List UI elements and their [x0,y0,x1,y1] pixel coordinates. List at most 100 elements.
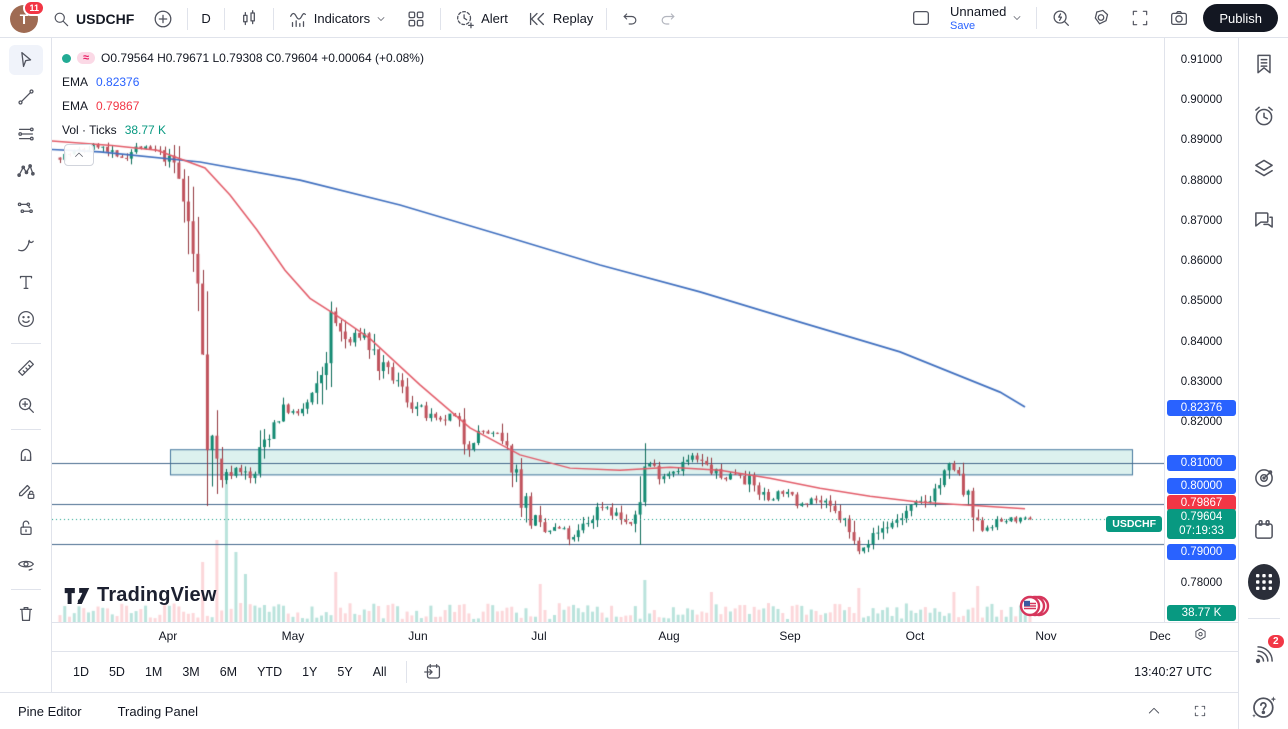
calendar-button[interactable] [1248,514,1280,546]
layout-name: Unnamed [949,4,1007,20]
drawing-mode-tool-button[interactable] [9,476,43,506]
toolbar-divider [606,7,608,30]
chart-style-button[interactable] [233,5,265,33]
save-layout-button[interactable]: Unnamed Save [945,2,1028,34]
tab-pine-editor[interactable]: Pine Editor [18,703,82,719]
text-tool-button[interactable] [9,267,43,297]
templates-button[interactable] [400,5,432,33]
cursor-tool-button[interactable] [8,45,43,75]
panel-expand-chevron-icon[interactable] [1146,703,1162,719]
pattern-tool-button[interactable] [9,156,43,186]
go-to-date-button[interactable] [417,658,449,686]
zoom-in-tool-button[interactable] [9,390,43,420]
trend-line-tool-button[interactable] [9,82,43,112]
forecast-tool-button[interactable] [9,193,43,223]
replay-button[interactable]: Replay [521,5,598,33]
zoom-in-icon [18,397,34,413]
quick-search-button[interactable] [1045,4,1077,32]
help-button[interactable] [1248,691,1280,723]
compare-add-button[interactable] [147,5,179,33]
hide-drawings-button[interactable] [9,550,43,580]
indicators-label: Indicators [313,11,371,26]
range-button-3m[interactable]: 3M [182,665,200,679]
chart-pane[interactable]: ≈ O0.79564 H0.79671 L0.79308 C0.79604 +0… [52,38,1238,622]
legend-volume-row[interactable]: Vol · Ticks 38.77 K [62,118,424,142]
remove-drawings-button[interactable] [9,599,43,629]
alerts-panel-button[interactable] [1248,100,1280,132]
price-axis[interactable]: 0.91000 0.90000 0.89000 0.88000 0.87000 0.860… [1164,38,1238,622]
tab-trading-panel[interactable]: Trading Panel [117,703,199,719]
economic-events-marker[interactable] [1014,594,1050,621]
redo-button[interactable] [653,6,683,32]
brush-icon [17,239,34,252]
undo-button[interactable] [615,6,645,32]
toolbar-divider [10,343,41,344]
panel-maximize-icon[interactable] [1192,703,1208,719]
ema-label: EMA [62,75,89,89]
range-button-all[interactable]: All [372,665,387,679]
range-button-5d[interactable]: 5D [108,665,125,679]
toolbar-divider [10,429,41,430]
fullscreen-button[interactable] [1125,5,1155,31]
chat-bubbles-icon [1254,212,1273,228]
pencil-lock-icon [18,484,34,499]
legend-ema-slow-row[interactable]: EMA 0.82376 [62,70,424,94]
help-icon [1251,696,1276,718]
undo-icon [623,12,637,25]
clock-utc[interactable]: 13:40:27 UTC [1134,665,1212,679]
toolbar-divider [187,7,189,30]
range-button-5y[interactable]: 5Y [337,665,353,679]
price-chart-canvas[interactable] [52,38,1164,622]
current-price-badge[interactable]: 0.79604 07:19:33 [1167,509,1236,540]
grid-layout-icon [408,10,424,27]
legend-ema-fast-row[interactable]: EMA 0.79867 [62,94,424,118]
measure-tool-button[interactable] [9,353,43,383]
time-axis-month-aug: Aug [658,629,680,643]
range-button-ytd[interactable]: YTD [257,665,283,679]
fib-tool-button[interactable] [9,119,43,149]
time-axis[interactable]: Apr May Jun Jul Aug Sep Oct Nov Dec [52,622,1238,651]
settings-button[interactable] [1085,4,1117,32]
price-line-badge[interactable]: 0.79000 [1167,543,1236,560]
legend-symbol-row[interactable]: ≈ O0.79564 H0.79671 L0.79308 C0.79604 +0… [62,46,424,70]
watchlist-icon [1256,54,1271,74]
streams-count-badge: 2 [1267,635,1284,648]
text-icon [19,275,32,290]
range-button-1y[interactable]: 1Y [302,665,318,679]
range-button-1m[interactable]: 1M [144,665,163,679]
price-line-badge[interactable]: 0.81000 [1167,455,1236,472]
layers-button[interactable] [1248,152,1280,184]
interval-label: D [201,11,211,26]
indicators-icon [289,12,306,27]
lock-drawings-button[interactable] [9,513,43,543]
toolbar-divider [405,661,407,683]
ema-fast-value: 0.79867 [96,99,140,113]
axis-settings-button[interactable] [1192,626,1209,643]
streams-button[interactable]: 2 [1248,635,1284,671]
chevron-down-icon [377,16,385,21]
alert-button[interactable]: Alert [449,5,513,33]
legend-collapse-button[interactable] [64,144,94,166]
layout-button[interactable] [905,4,937,32]
price-line-badge[interactable]: 0.79867 [1167,494,1236,511]
emoji-tool-button[interactable] [9,304,43,334]
publish-button[interactable]: Publish [1203,4,1278,33]
interval-button[interactable]: D [196,8,215,29]
chat-button[interactable] [1248,204,1280,236]
range-button-1d[interactable]: 1D [73,665,89,679]
snapshot-button[interactable] [1163,4,1195,32]
price-line-badge[interactable]: 0.82376 [1167,399,1236,416]
price-line-badge[interactable]: 0.80000 [1167,477,1236,494]
apps-menu-button[interactable] [1247,564,1280,600]
watchlist-button[interactable] [1248,48,1280,80]
scanner-button[interactable] [1248,462,1280,494]
indicators-button[interactable]: Indicators [282,5,392,33]
user-avatar[interactable]: T 11 [10,0,45,33]
alert-label: Alert [481,11,508,26]
volume-badge[interactable]: 38.77 K [1167,605,1236,621]
symbol-search-button[interactable]: USDCHF [46,6,139,32]
price-axis-label: 0.90000 [1180,94,1223,107]
magnet-tool-button[interactable] [9,439,43,469]
range-button-6m[interactable]: 6M [219,665,238,679]
brush-tool-button[interactable] [9,230,43,260]
